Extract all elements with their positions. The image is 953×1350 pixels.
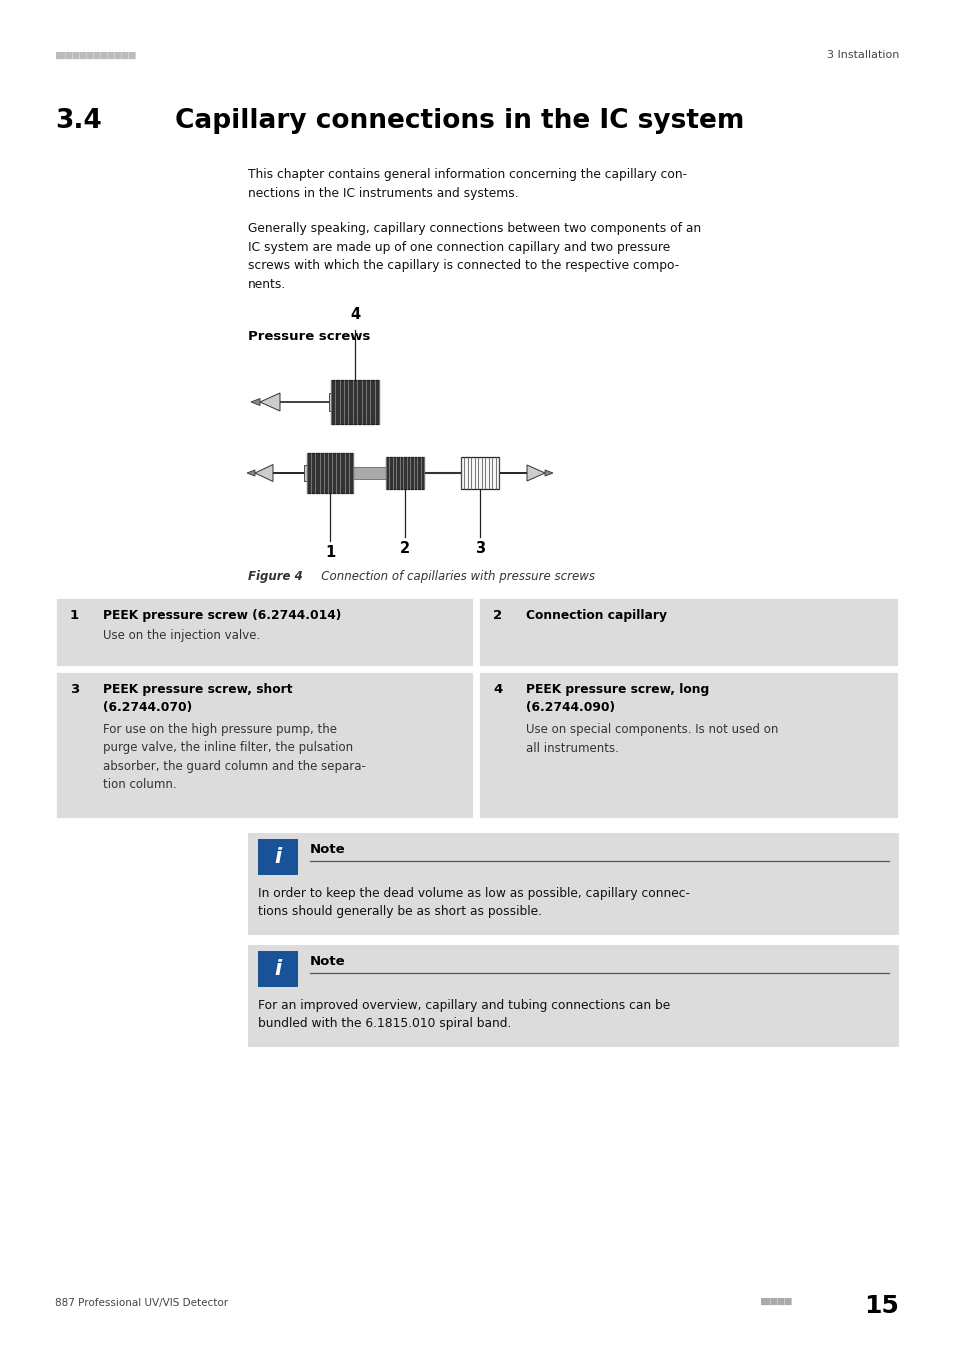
Text: For an improved overview, capillary and tubing connections can be
bundled with t: For an improved overview, capillary and … [257, 999, 670, 1030]
Text: i: i [274, 846, 281, 867]
Bar [257, 838, 297, 875]
Text: Use on special components. Is not used on
all instruments.: Use on special components. Is not used o… [525, 724, 778, 755]
Bar [55, 671, 474, 819]
Text: PEEK pressure screw (6.2744.014): PEEK pressure screw (6.2744.014) [103, 609, 341, 622]
Bar [477, 597, 898, 667]
Text: (6.2744.090): (6.2744.090) [525, 701, 615, 714]
Text: ███████████████████████: ███████████████████████ [55, 51, 135, 58]
Polygon shape [254, 464, 273, 482]
Polygon shape [247, 470, 254, 477]
Text: PEEK pressure screw, short: PEEK pressure screw, short [103, 683, 293, 697]
Text: 2: 2 [399, 541, 410, 556]
Text: Capillary connections in the IC system: Capillary connections in the IC system [174, 108, 743, 134]
Polygon shape [304, 464, 307, 481]
Text: For use on the high pressure pump, the
purge valve, the inline filter, the pulsa: For use on the high pressure pump, the p… [103, 724, 366, 791]
Text: Note: Note [310, 954, 345, 968]
Text: This chapter contains general information concerning the capillary con-
nections: This chapter contains general informatio… [248, 167, 686, 200]
Text: Connection capillary: Connection capillary [525, 609, 666, 622]
Bar [248, 833, 898, 936]
Text: 2: 2 [493, 609, 501, 622]
Bar [257, 950, 297, 987]
Text: Generally speaking, capillary connections between two components of an
IC system: Generally speaking, capillary connection… [248, 221, 700, 290]
Text: In order to keep the dead volume as low as possible, capillary connec-
tions sho: In order to keep the dead volume as low … [257, 887, 689, 918]
Text: █████████: █████████ [760, 1297, 791, 1305]
Text: 3: 3 [475, 541, 484, 556]
Text: Note: Note [310, 842, 345, 856]
Polygon shape [329, 393, 331, 410]
Text: 3: 3 [70, 683, 79, 697]
Text: 1: 1 [70, 609, 79, 622]
Text: Use on the injection valve.: Use on the injection valve. [103, 629, 260, 643]
Bar [460, 458, 498, 489]
Text: Connection of capillaries with pressure screws: Connection of capillaries with pressure … [310, 570, 595, 583]
Text: PEEK pressure screw, long: PEEK pressure screw, long [525, 683, 708, 697]
Text: (6.2744.070): (6.2744.070) [103, 701, 192, 714]
Polygon shape [353, 467, 386, 479]
Text: 3.4: 3.4 [55, 108, 102, 134]
Text: Pressure screws: Pressure screws [248, 329, 370, 343]
Text: 887 Professional UV/VIS Detector: 887 Professional UV/VIS Detector [55, 1297, 228, 1308]
Bar [386, 458, 423, 489]
Text: Figure 4: Figure 4 [248, 570, 302, 583]
Bar [248, 945, 898, 1048]
Bar [55, 597, 474, 667]
Text: 3 Installation: 3 Installation [825, 50, 898, 59]
Text: 15: 15 [863, 1295, 898, 1318]
Polygon shape [260, 393, 280, 410]
Text: 4: 4 [493, 683, 501, 697]
Text: 4: 4 [350, 306, 359, 323]
Text: i: i [274, 958, 281, 979]
Bar [331, 379, 378, 424]
Text: 1: 1 [325, 545, 335, 560]
Bar [477, 671, 898, 819]
Polygon shape [251, 398, 260, 405]
Bar [307, 454, 353, 493]
Polygon shape [526, 464, 544, 481]
Polygon shape [544, 470, 553, 477]
